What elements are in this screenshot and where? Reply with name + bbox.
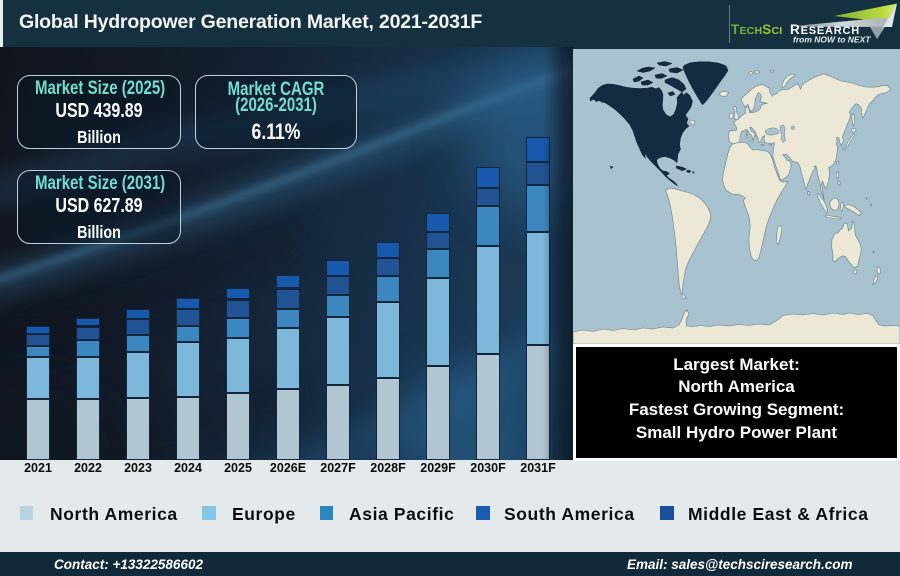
svg-text:from NOW to NEXT: from NOW to NEXT bbox=[793, 35, 871, 45]
svg-text:RESEARCH: RESEARCH bbox=[790, 22, 860, 37]
svg-text:TECHSCI: TECHSCI bbox=[731, 22, 782, 37]
